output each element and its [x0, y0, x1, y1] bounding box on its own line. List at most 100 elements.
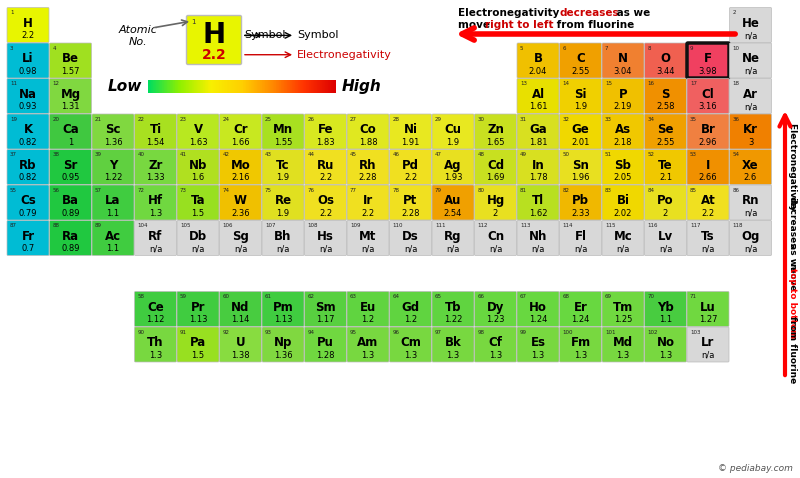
Text: 65: 65: [435, 294, 442, 299]
Text: 28: 28: [393, 117, 399, 121]
Text: Zn: Zn: [487, 123, 504, 136]
FancyBboxPatch shape: [7, 185, 49, 220]
Text: Ag: Ag: [444, 159, 462, 172]
FancyBboxPatch shape: [730, 114, 771, 149]
Text: Zr: Zr: [148, 159, 162, 172]
FancyBboxPatch shape: [347, 292, 389, 326]
Text: n/a: n/a: [744, 102, 757, 111]
Text: right to left: right to left: [485, 20, 554, 30]
Text: n/a: n/a: [319, 244, 332, 253]
FancyBboxPatch shape: [219, 150, 262, 185]
Text: 6: 6: [562, 45, 566, 51]
Text: Co: Co: [360, 123, 376, 136]
Text: 2.2: 2.2: [22, 31, 34, 40]
FancyBboxPatch shape: [645, 292, 686, 326]
Text: n/a: n/a: [531, 244, 545, 253]
Text: Symbol: Symbol: [244, 31, 286, 41]
Text: 2.66: 2.66: [698, 173, 718, 182]
Text: 2.16: 2.16: [231, 173, 250, 182]
Text: W: W: [234, 195, 247, 207]
FancyBboxPatch shape: [559, 43, 602, 78]
FancyBboxPatch shape: [262, 327, 304, 362]
Text: 2.2: 2.2: [404, 173, 417, 182]
FancyBboxPatch shape: [390, 327, 431, 362]
Text: Bk: Bk: [445, 337, 462, 349]
Text: Es: Es: [530, 337, 546, 349]
Text: 114: 114: [562, 223, 573, 228]
Text: 101: 101: [605, 329, 615, 335]
Text: Lr: Lr: [702, 337, 714, 349]
Text: 109: 109: [350, 223, 361, 228]
Text: 74: 74: [222, 187, 230, 193]
FancyBboxPatch shape: [134, 327, 177, 362]
Text: 1.61: 1.61: [529, 102, 547, 111]
Text: 1.5: 1.5: [191, 350, 205, 359]
Text: Mn: Mn: [273, 123, 293, 136]
FancyBboxPatch shape: [687, 327, 729, 362]
Text: 10: 10: [733, 45, 739, 51]
FancyBboxPatch shape: [50, 43, 91, 78]
Text: 1.24: 1.24: [529, 315, 547, 324]
FancyBboxPatch shape: [687, 292, 729, 326]
Text: n/a: n/a: [744, 31, 757, 40]
FancyBboxPatch shape: [390, 150, 431, 185]
Text: 47: 47: [435, 152, 442, 157]
Text: Ds: Ds: [402, 230, 419, 243]
Text: 88: 88: [53, 223, 59, 228]
Text: 1.13: 1.13: [189, 315, 207, 324]
Text: Sn: Sn: [572, 159, 589, 172]
Text: Pt: Pt: [403, 195, 418, 207]
Text: 106: 106: [222, 223, 233, 228]
Text: 56: 56: [53, 187, 59, 193]
Text: 1.3: 1.3: [489, 350, 502, 359]
FancyBboxPatch shape: [517, 78, 559, 113]
Text: 2: 2: [493, 208, 498, 217]
Text: Gd: Gd: [402, 301, 419, 314]
FancyBboxPatch shape: [559, 220, 602, 256]
Text: Bi: Bi: [617, 195, 630, 207]
Text: 29: 29: [435, 117, 442, 121]
Text: Nb: Nb: [189, 159, 207, 172]
Text: decreases: decreases: [789, 193, 798, 247]
FancyBboxPatch shape: [602, 150, 644, 185]
FancyBboxPatch shape: [645, 114, 686, 149]
Text: 2.2: 2.2: [319, 208, 332, 217]
Text: 1.83: 1.83: [316, 138, 335, 147]
Text: C: C: [576, 53, 585, 65]
FancyBboxPatch shape: [517, 150, 559, 185]
Text: 99: 99: [520, 329, 527, 335]
Text: Pa: Pa: [190, 337, 206, 349]
Text: 1.36: 1.36: [104, 138, 122, 147]
Text: Ar: Ar: [743, 88, 758, 101]
FancyBboxPatch shape: [92, 185, 134, 220]
FancyBboxPatch shape: [559, 78, 602, 113]
FancyBboxPatch shape: [474, 150, 517, 185]
Text: 21: 21: [95, 117, 102, 121]
Text: Se: Se: [658, 123, 674, 136]
FancyBboxPatch shape: [517, 114, 559, 149]
Text: Pb: Pb: [572, 195, 589, 207]
Text: 112: 112: [478, 223, 488, 228]
Text: 58: 58: [138, 294, 145, 299]
Text: Sg: Sg: [232, 230, 249, 243]
Text: 76: 76: [307, 187, 314, 193]
Text: 1.78: 1.78: [529, 173, 547, 182]
FancyBboxPatch shape: [687, 220, 729, 256]
Text: 1.63: 1.63: [189, 138, 207, 147]
Text: 53: 53: [690, 152, 697, 157]
Text: 50: 50: [562, 152, 570, 157]
FancyBboxPatch shape: [730, 150, 771, 185]
Text: 1.17: 1.17: [316, 315, 334, 324]
Text: 0.89: 0.89: [62, 208, 80, 217]
Text: Lv: Lv: [658, 230, 673, 243]
Text: 71: 71: [690, 294, 697, 299]
Text: 0.82: 0.82: [18, 138, 38, 147]
Text: 113: 113: [520, 223, 530, 228]
Text: 1.28: 1.28: [316, 350, 334, 359]
Text: Ga: Ga: [529, 123, 547, 136]
FancyBboxPatch shape: [517, 220, 559, 256]
Text: Cf: Cf: [489, 337, 502, 349]
Text: 16: 16: [647, 81, 654, 86]
Text: n/a: n/a: [276, 244, 290, 253]
Text: 81: 81: [520, 187, 527, 193]
